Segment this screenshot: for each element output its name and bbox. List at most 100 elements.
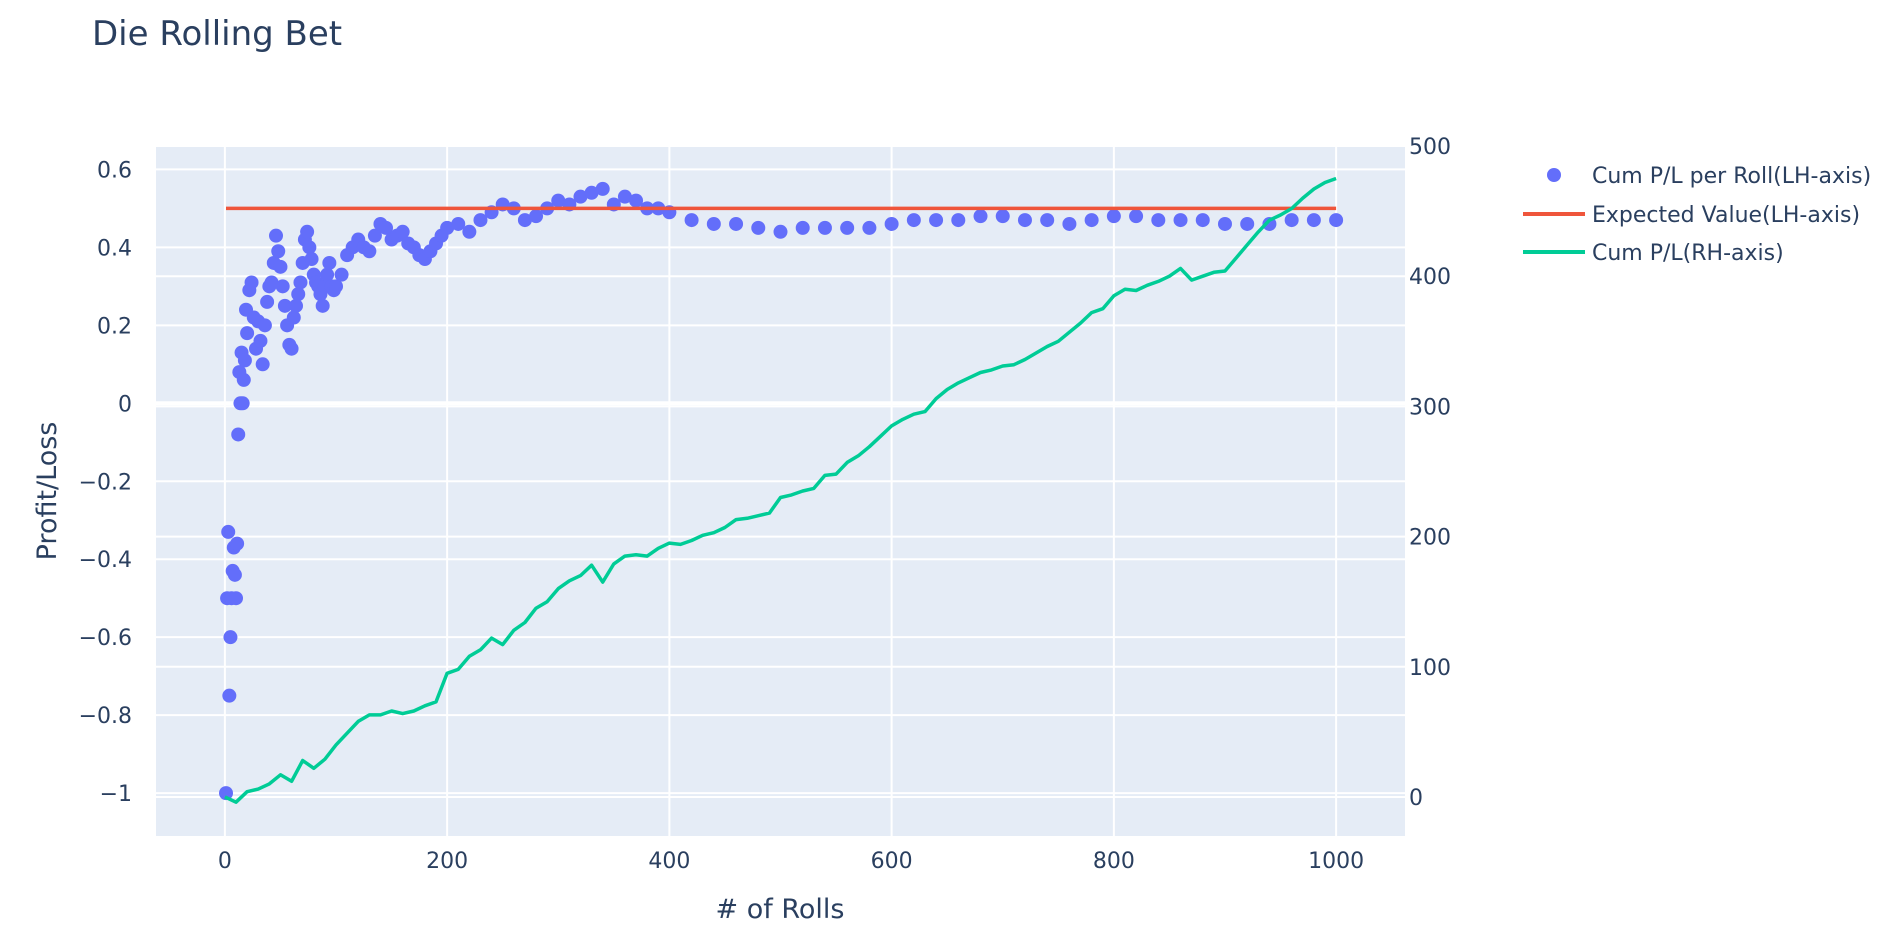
series-layer [219, 176, 1344, 804]
data-point[interactable] [253, 333, 268, 348]
legend-item-cumulative[interactable]: Cum P/L(RH-axis) [1523, 241, 1784, 266]
data-point[interactable] [255, 357, 270, 372]
data-point[interactable] [289, 298, 304, 313]
data-point[interactable] [264, 275, 279, 290]
data-point[interactable] [795, 220, 810, 235]
data-point[interactable] [584, 185, 599, 200]
data-point[interactable] [929, 213, 944, 228]
data-point[interactable] [286, 310, 301, 325]
data-point[interactable] [551, 193, 566, 208]
data-point[interactable] [1195, 213, 1210, 228]
y-tick-label: 0.6 [97, 158, 132, 183]
data-point[interactable] [451, 216, 466, 231]
data-point[interactable] [1240, 216, 1255, 231]
legend-item-expected[interactable]: Expected Value(LH-axis) [1523, 203, 1860, 228]
data-point[interactable] [906, 213, 921, 228]
data-point[interactable] [237, 353, 252, 368]
data-point[interactable] [271, 244, 286, 259]
data-point[interactable] [529, 209, 544, 224]
data-point[interactable] [684, 213, 699, 228]
data-point[interactable] [595, 181, 610, 196]
data-point[interactable] [817, 220, 832, 235]
data-point[interactable] [334, 267, 349, 282]
data-point[interactable] [995, 209, 1010, 224]
data-point[interactable] [1040, 213, 1055, 228]
data-point[interactable] [257, 318, 272, 333]
y-tick-label: −0.4 [79, 548, 132, 573]
data-point[interactable] [729, 216, 744, 231]
data-point[interactable] [229, 591, 244, 606]
data-point[interactable] [291, 287, 306, 302]
data-point[interactable] [473, 213, 488, 228]
data-point[interactable] [322, 255, 337, 270]
series-line[interactable] [224, 176, 1337, 804]
data-point[interactable] [236, 372, 251, 387]
data-point[interactable] [629, 193, 644, 208]
data-point[interactable] [1217, 216, 1232, 231]
grid-layer [156, 145, 1405, 836]
data-point[interactable] [244, 275, 259, 290]
data-point[interactable] [1062, 216, 1077, 231]
legend-item-markers[interactable]: Cum P/L per Roll(LH-axis) [1547, 164, 1871, 189]
data-point[interactable] [222, 688, 237, 703]
data-point[interactable] [230, 536, 245, 551]
plot-area[interactable] [156, 146, 1405, 836]
data-point[interactable] [362, 244, 377, 259]
data-point[interactable] [379, 220, 394, 235]
data-point[interactable] [320, 267, 335, 282]
y2-tick-label: 0 [1409, 786, 1423, 811]
data-point[interactable] [219, 786, 234, 801]
data-point[interactable] [617, 189, 632, 204]
data-point[interactable] [1084, 213, 1099, 228]
data-point[interactable] [300, 224, 315, 239]
data-point[interactable] [315, 298, 330, 313]
data-point[interactable] [329, 279, 344, 294]
data-point[interactable] [840, 220, 855, 235]
data-point[interactable] [973, 209, 988, 224]
data-point[interactable] [751, 220, 766, 235]
data-point[interactable] [302, 240, 317, 255]
data-point[interactable] [706, 216, 721, 231]
y-tick-label: −0.6 [79, 626, 132, 651]
data-point[interactable] [951, 213, 966, 228]
data-point[interactable] [1017, 213, 1032, 228]
data-point[interactable] [304, 252, 319, 267]
data-point[interactable] [367, 228, 382, 243]
data-point[interactable] [1306, 213, 1321, 228]
data-point[interactable] [884, 216, 899, 231]
data-point[interactable] [273, 259, 288, 274]
data-point[interactable] [227, 567, 242, 582]
data-point[interactable] [395, 224, 410, 239]
legend: Cum P/L per Roll(LH-axis) Expected Value… [1523, 164, 1871, 266]
x-tick-label: 200 [426, 849, 468, 874]
data-point[interactable] [223, 630, 238, 645]
data-point[interactable] [462, 224, 477, 239]
x-tick-label: 1000 [1308, 849, 1364, 874]
data-point[interactable] [1284, 213, 1299, 228]
data-point[interactable] [1151, 213, 1166, 228]
data-point[interactable] [293, 275, 308, 290]
data-point[interactable] [773, 224, 788, 239]
data-point[interactable] [1106, 209, 1121, 224]
y-tick-label: −1 [100, 782, 132, 807]
data-point[interactable] [275, 279, 290, 294]
data-point[interactable] [260, 294, 275, 309]
data-point[interactable] [440, 220, 455, 235]
data-point[interactable] [573, 189, 588, 204]
data-point[interactable] [862, 220, 877, 235]
y-tick-label: 0.2 [97, 314, 132, 339]
data-point[interactable] [1329, 213, 1344, 228]
data-point[interactable] [517, 213, 532, 228]
data-point[interactable] [1129, 209, 1144, 224]
data-point[interactable] [221, 524, 236, 539]
data-point[interactable] [235, 396, 250, 411]
data-point[interactable] [1173, 213, 1188, 228]
legend-label-cumulative: Cum P/L(RH-axis) [1592, 241, 1784, 266]
data-point[interactable] [284, 341, 299, 356]
y2-tick-label: 400 [1409, 265, 1451, 290]
legend-label-markers: Cum P/L per Roll(LH-axis) [1592, 164, 1871, 189]
data-point[interactable] [269, 228, 284, 243]
data-point[interactable] [277, 298, 292, 313]
data-point[interactable] [231, 427, 246, 442]
data-point[interactable] [240, 326, 255, 341]
